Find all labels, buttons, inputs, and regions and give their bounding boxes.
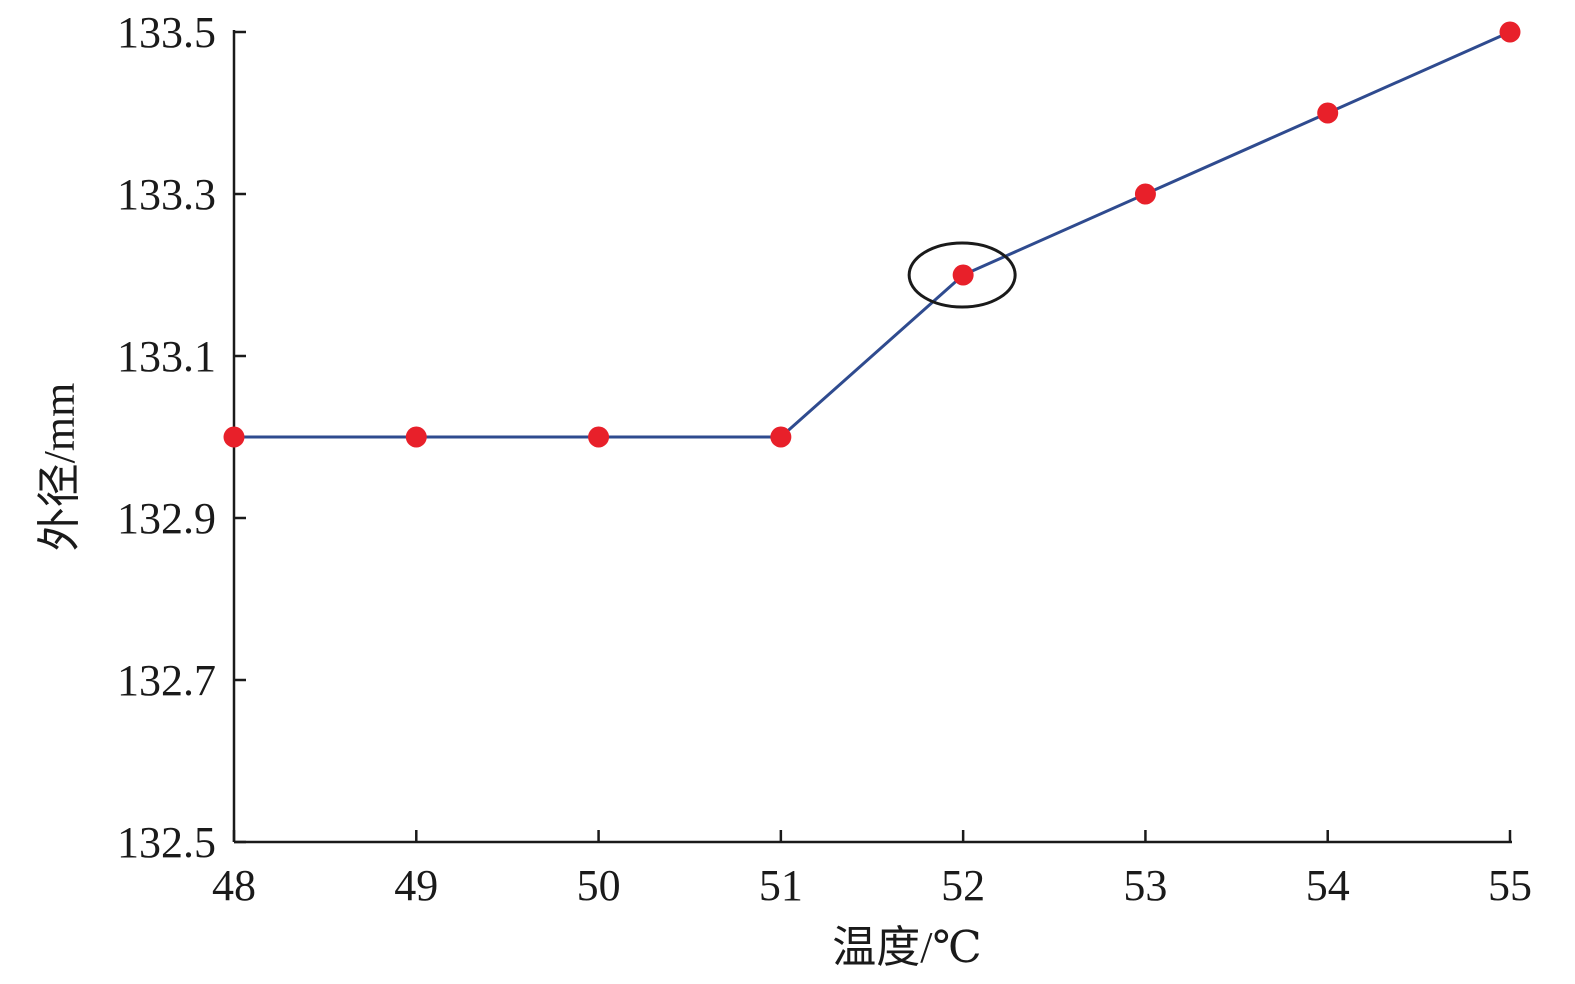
annotation-layer — [907, 241, 1017, 309]
data-point — [952, 264, 974, 286]
series-line — [234, 30, 1511, 439]
x-tick-label: 49 — [394, 861, 438, 910]
x-tick-label: 52 — [941, 861, 985, 910]
x-ticks: 48 49 50 51 52 53 54 55 — [212, 830, 1532, 910]
x-tick-label: 50 — [577, 861, 621, 910]
x-tick-label: 54 — [1306, 861, 1350, 910]
x-tick-label: 53 — [1123, 861, 1167, 910]
data-point — [770, 426, 792, 448]
highlight-ellipse — [907, 241, 1017, 309]
x-axis-title: 温度/℃ — [832, 923, 981, 972]
data-point — [1499, 21, 1521, 43]
data-point — [223, 426, 245, 448]
y-tick-label: 133.3 — [117, 170, 216, 219]
series-layer — [223, 21, 1521, 448]
data-point — [588, 426, 610, 448]
data-point — [1134, 183, 1156, 205]
x-tick-label: 55 — [1488, 861, 1532, 910]
y-axis-title: 外径/mm — [35, 383, 84, 552]
x-tick-label: 48 — [212, 861, 256, 910]
y-ticks: 132.5 132.7 132.9 133.1 133.3 133.5 — [117, 8, 246, 867]
data-point — [1317, 102, 1339, 124]
y-tick-label: 133.1 — [117, 332, 216, 381]
y-tick-label: 132.9 — [117, 494, 216, 543]
y-tick-label: 133.5 — [117, 8, 216, 57]
y-tick-label: 132.7 — [117, 656, 216, 705]
y-tick-label: 132.5 — [117, 818, 216, 867]
x-tick-label: 51 — [759, 861, 803, 910]
data-point — [405, 426, 427, 448]
